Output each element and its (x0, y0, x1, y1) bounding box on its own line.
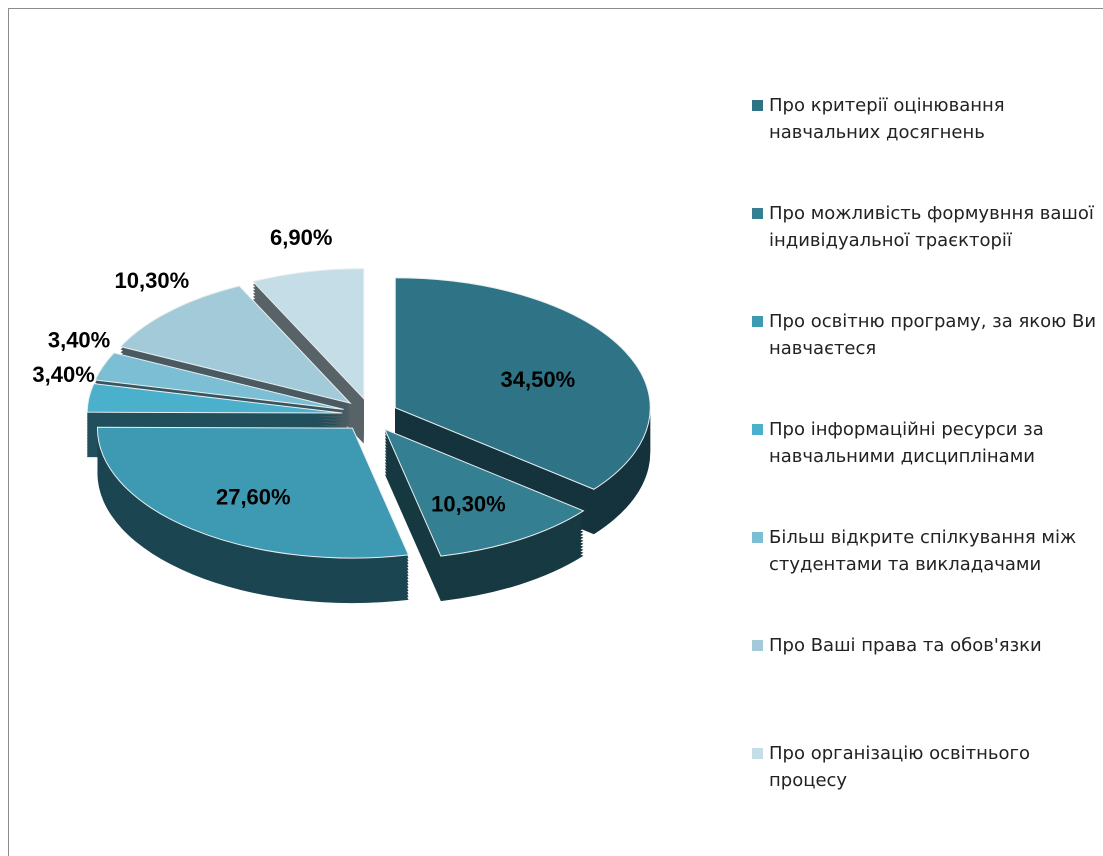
slice (86, 383, 343, 414)
pie (86, 268, 651, 604)
legend-label: Про можливість формувння вашої індивідуа… (769, 203, 1094, 251)
data-label: 34,50% (501, 367, 576, 392)
slice (119, 285, 352, 405)
legend-item: Про освітню програму, за якою Ви навчаєт… (752, 308, 1097, 390)
legend-swatch (752, 100, 763, 111)
legend-swatch (752, 532, 763, 543)
legend-label: Про організацію освітнього процесу (769, 743, 1030, 791)
legend-label: Більш відкрите спілкування між студентам… (769, 527, 1077, 575)
data-label: 6,90% (270, 225, 332, 250)
slice (394, 277, 651, 490)
data-label: 10,30% (115, 268, 190, 293)
legend-swatch (752, 748, 763, 759)
slice (251, 268, 365, 400)
legend-label: Про критерії оцінювання навчальних досяг… (769, 95, 1005, 143)
data-label: 10,30% (431, 491, 506, 516)
legend-label: Про Ваші права та обов'язки (769, 635, 1042, 656)
legend: Про критерії оцінювання навчальних досяг… (752, 92, 1097, 822)
data-label: 3,40% (48, 328, 110, 353)
slice (94, 352, 344, 410)
legend-item: Про можливість формувння вашої індивідуа… (752, 200, 1097, 282)
slice (96, 426, 410, 559)
slice (383, 428, 585, 557)
legend-swatch (752, 424, 763, 435)
legend-item: Про інформаційні ресурси за навчальними … (752, 416, 1097, 498)
data-label: 27,60% (216, 485, 291, 510)
legend-item: Про критерії оцінювання навчальних досяг… (752, 92, 1097, 174)
legend-item: Про організацію освітнього процесу (752, 740, 1097, 822)
legend-swatch (752, 640, 763, 651)
legend-swatch (752, 316, 763, 327)
legend-swatch (752, 208, 763, 219)
legend-item: Про Ваші права та обов'язки (752, 632, 1097, 714)
legend-item: Більш відкрите спілкування між студентам… (752, 524, 1097, 606)
chart-frame (8, 8, 1103, 856)
legend-label: Про освітню програму, за якою Ви навчаєт… (769, 311, 1097, 359)
legend-label: Про інформаційні ресурси за навчальними … (769, 419, 1044, 467)
data-label: 3,40% (32, 362, 94, 387)
